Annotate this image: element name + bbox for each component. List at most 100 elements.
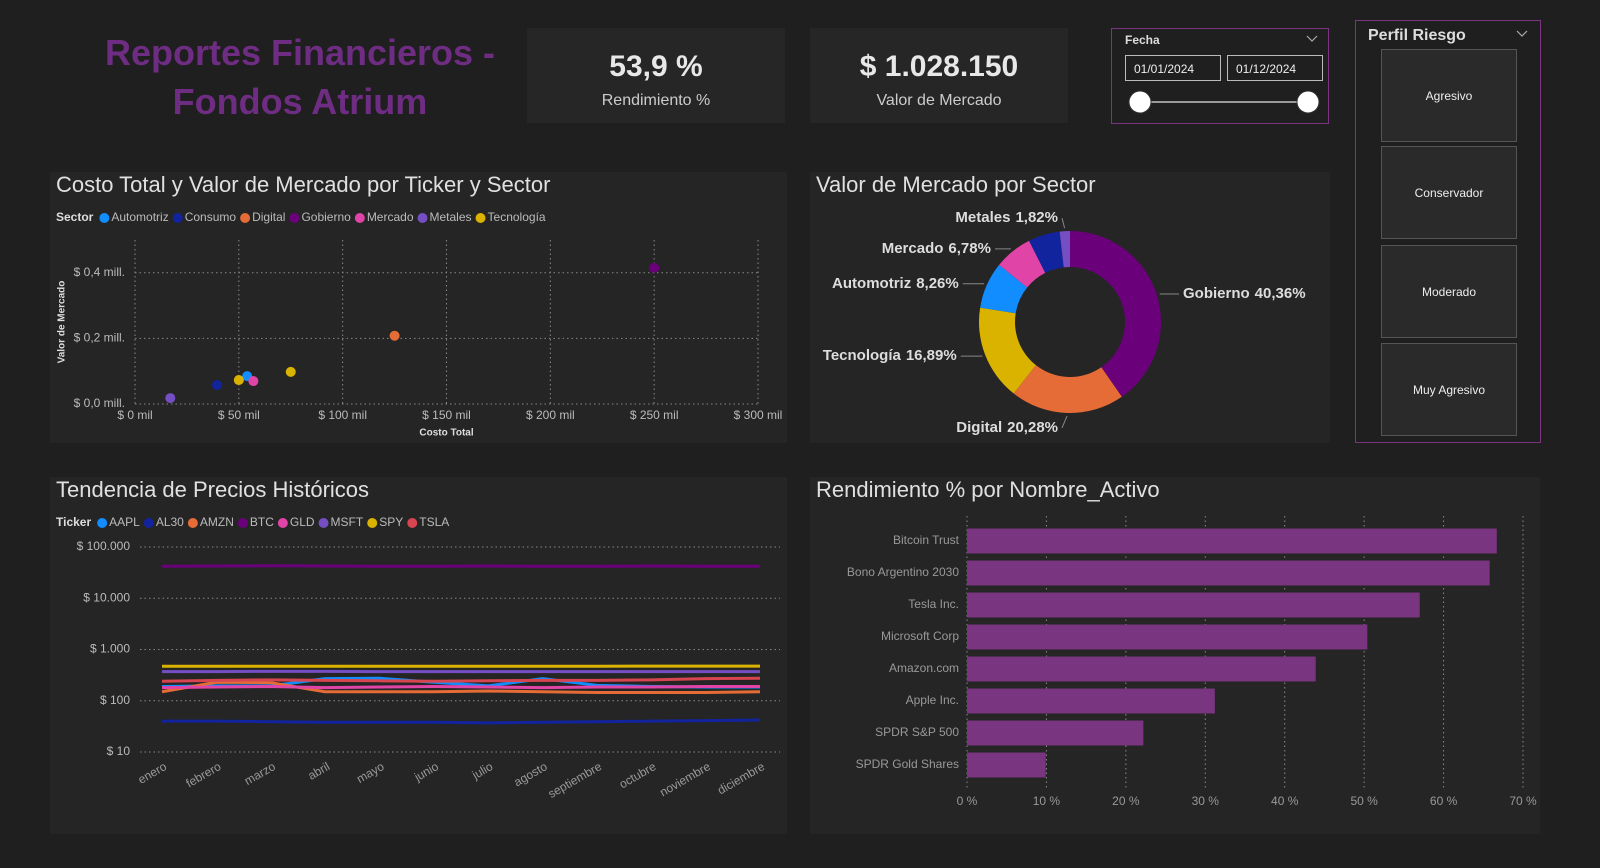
y-tick-label: SPDR Gold Shares	[856, 757, 959, 771]
chart-title: Rendimiento % por Nombre_Activo	[816, 477, 1160, 502]
bar	[967, 560, 1490, 586]
y-axis-title: Valor de Mercado	[57, 281, 68, 364]
date-end: 01/12/2024	[1236, 62, 1297, 76]
x-tick-label: $ 100 mil	[318, 408, 367, 422]
scatter-point	[212, 379, 223, 390]
legend-marker	[143, 518, 154, 528]
x-tick-label: $ 50 mil	[218, 408, 260, 422]
legend-label: TSLA	[419, 515, 449, 529]
slider-handle[interactable]	[1296, 90, 1320, 114]
legend-title: Ticker	[56, 515, 91, 529]
date-input[interactable]: 01/12/2024	[1227, 55, 1323, 81]
legend-marker	[318, 518, 329, 528]
date-range-slider	[1128, 90, 1320, 114]
slicer-title: Fecha	[1125, 33, 1160, 47]
x-tick-label: 30 %	[1192, 794, 1220, 808]
y-tick-label: SPDR S&P 500	[875, 725, 959, 739]
label-value: 8,26%	[916, 275, 959, 292]
bar	[967, 592, 1420, 618]
data-label: Metales 1,82%	[955, 209, 1058, 226]
slicer-title: Perfil Riesgo	[1368, 27, 1466, 44]
x-tick-label: 40 %	[1271, 794, 1299, 808]
legend-marker	[277, 518, 288, 528]
chart-panel: Costo Total y Valor de Mercado por Ticke…	[50, 172, 787, 443]
risk-option[interactable]: Muy Agresivo	[1381, 343, 1517, 436]
donut-slice	[980, 264, 1028, 314]
line-series	[161, 564, 760, 568]
y-tick-label: $ 0,2 mill.	[74, 331, 125, 345]
y-tick-label: Microsoft Corp	[881, 629, 959, 643]
scatter-point	[165, 393, 176, 404]
legend-marker	[407, 518, 418, 528]
data-label: Tecnología 16,89%	[823, 347, 957, 364]
chart-title: Costo Total y Valor de Mercado por Ticke…	[56, 172, 550, 197]
x-tick-label: 20 %	[1112, 794, 1140, 808]
legend-label: AMZN	[200, 515, 234, 529]
label-category: Gobierno	[1183, 285, 1250, 302]
donut-slice	[1059, 231, 1070, 268]
x-tick-label: $ 150 mil	[422, 408, 471, 422]
y-tick-label: Amazon.com	[889, 661, 959, 675]
legend-label: Mercado	[367, 210, 414, 224]
scatter-point	[248, 376, 259, 387]
y-tick-label: $ 100.000	[77, 539, 131, 553]
kpi-label: Rendimiento %	[601, 92, 711, 109]
legend-marker	[367, 518, 378, 528]
legend-label: Consumo	[185, 210, 237, 224]
legend-marker	[172, 213, 183, 223]
line-series	[161, 684, 760, 690]
legend-marker	[417, 213, 428, 223]
panel-background	[50, 477, 787, 834]
date-input[interactable]: 01/01/2024	[1125, 55, 1221, 81]
y-tick-label: $ 1.000	[90, 642, 130, 656]
x-axis-title: Costo Total	[419, 428, 473, 439]
legend-marker	[475, 213, 486, 223]
scatter-point	[649, 262, 660, 273]
x-tick-label: $ 0 mil	[117, 408, 152, 422]
legend-label: AAPL	[109, 515, 140, 529]
scatter-point	[285, 366, 296, 377]
y-tick-label: Bitcoin Trust	[893, 533, 960, 547]
risk-option[interactable]: Conservador	[1381, 146, 1517, 239]
data-label: Automotriz 8,26%	[832, 275, 959, 292]
kpi-value: 53,9 %	[609, 50, 703, 83]
legend-label: Tecnología	[488, 210, 546, 224]
x-tick-label: $ 300 mil	[734, 408, 783, 422]
legend-label: AL30	[156, 515, 184, 529]
risk-option[interactable]: Agresivo	[1381, 49, 1517, 142]
legend-label: MSFT	[331, 515, 364, 529]
donut-slice	[1029, 231, 1064, 273]
legend-label: Digital	[252, 210, 285, 224]
bar	[967, 720, 1144, 746]
x-tick-label: 60 %	[1430, 794, 1458, 808]
donut-slice	[1070, 231, 1162, 397]
chevron[interactable]	[1306, 35, 1318, 43]
y-tick-label: Bono Argentino 2030	[847, 565, 959, 579]
leader-line	[1061, 415, 1068, 429]
kpi-card: 53,9 % Rendimiento %	[527, 28, 785, 123]
charts: Costo Total y Valor de Mercado por Ticke…	[50, 172, 1540, 834]
kpi-card: $ 1.028.150 Valor de Mercado	[810, 28, 1068, 123]
data-label: Gobierno 40,36%	[1183, 285, 1306, 302]
risk-option[interactable]: Moderado	[1381, 245, 1517, 338]
legend-marker	[187, 518, 198, 528]
label-category: Mercado	[882, 240, 944, 257]
label-category: Metales	[955, 209, 1010, 226]
line-series	[161, 676, 761, 683]
chevron[interactable]	[1516, 30, 1528, 38]
date-start: 01/01/2024	[1134, 62, 1195, 76]
bar	[967, 528, 1497, 554]
slider-handle[interactable]	[1128, 90, 1152, 114]
label-value: 16,89%	[906, 347, 957, 364]
legend-label: BTC	[250, 515, 274, 529]
y-tick-label: $ 10.000	[83, 590, 130, 604]
x-tick-label: $ 250 mil	[630, 408, 679, 422]
y-tick-label: Tesla Inc.	[908, 597, 959, 611]
legend-title: Sector	[56, 210, 94, 224]
x-tick-label: $ 200 mil	[526, 408, 575, 422]
y-tick-label: $ 0,0 mill.	[74, 396, 125, 410]
legend-marker	[354, 213, 365, 223]
bar	[967, 624, 1368, 650]
kpi-value: $ 1.028.150	[859, 50, 1019, 83]
chart-title: Valor de Mercado por Sector	[816, 172, 1096, 197]
